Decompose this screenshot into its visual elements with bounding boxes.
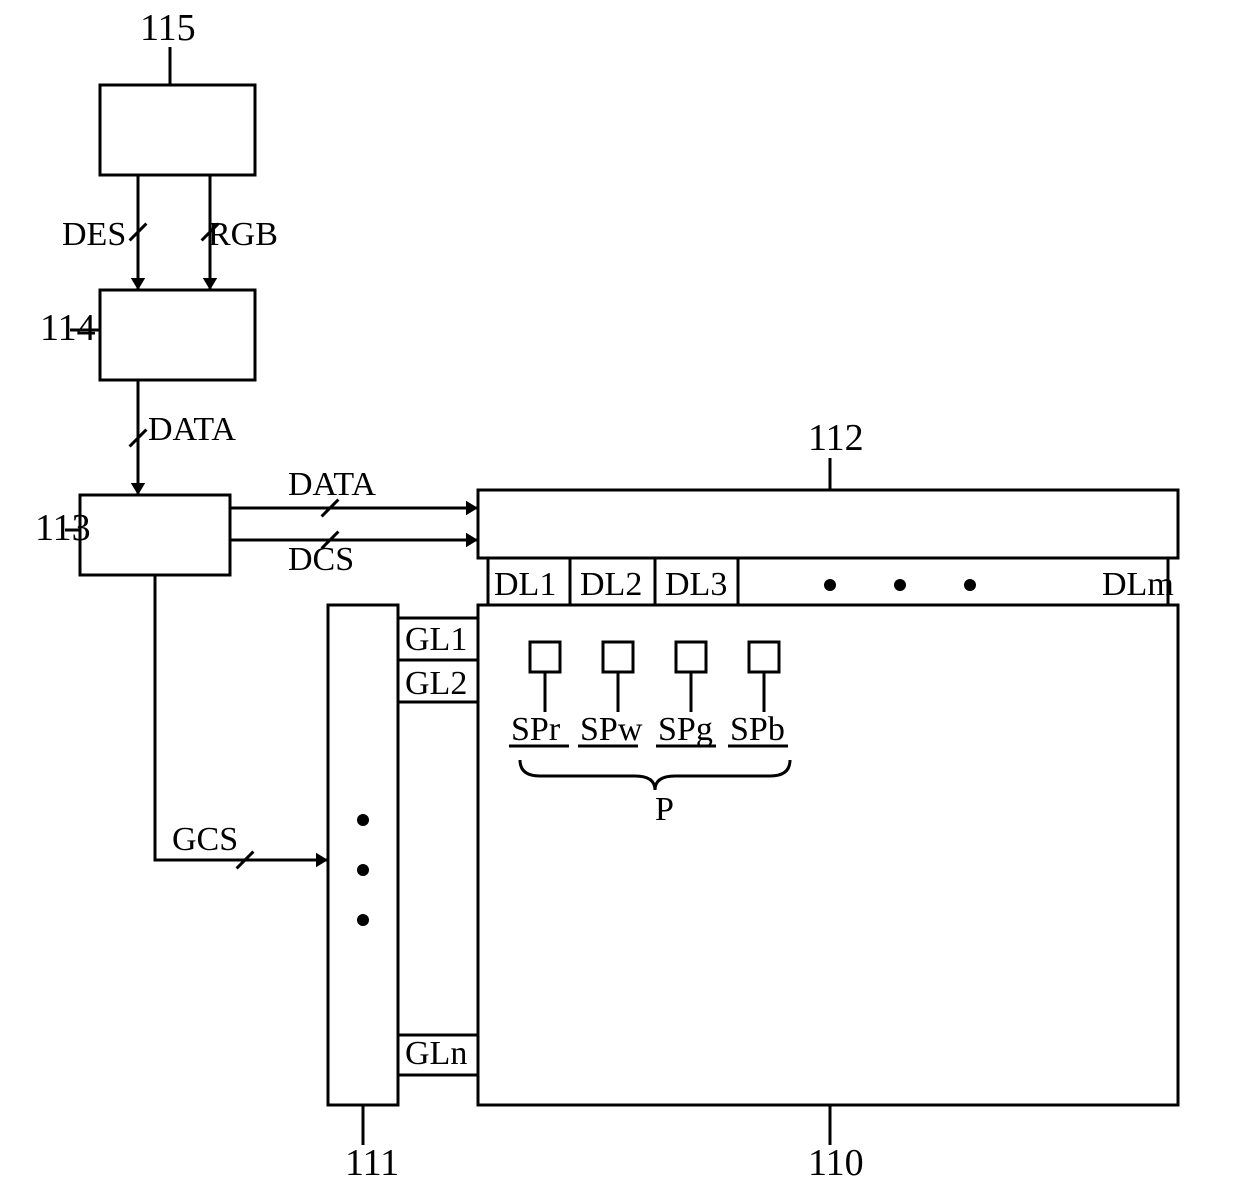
- sig-gcs: GCS: [172, 821, 238, 858]
- arrow-gcs: [316, 853, 328, 867]
- ref-r110: 110: [808, 1142, 864, 1184]
- arrow-dcs: [466, 533, 478, 547]
- ref-r115: 115: [140, 7, 196, 49]
- dl-dot-1: [894, 579, 906, 591]
- subpixel-box-SPb: [749, 642, 779, 672]
- subpixel-box-SPw: [603, 642, 633, 672]
- ref-r111: 111: [345, 1142, 399, 1184]
- sig-des: DES: [62, 216, 126, 253]
- bus-dl3: DL3: [665, 566, 727, 603]
- sig-rgb: RGB: [208, 216, 278, 253]
- subpixel-label-SPr: SPr: [511, 711, 561, 748]
- ref-r112: 112: [808, 417, 864, 459]
- block-112: [478, 490, 1178, 558]
- pixel-group-label: P: [655, 791, 674, 828]
- ref-r113: 113: [35, 507, 91, 549]
- wire-gcs: [155, 575, 328, 860]
- gl-dot-2: [357, 914, 369, 926]
- block-110: [478, 605, 1178, 1105]
- sig-dcs: DCS: [288, 541, 354, 578]
- subpixel-label-SPg: SPg: [658, 711, 713, 748]
- block-111: [328, 605, 398, 1105]
- gl-dot-0: [357, 814, 369, 826]
- subpixel-box-SPr: [530, 642, 560, 672]
- bus-gl2: GL2: [405, 665, 467, 702]
- sig-data1: DATA: [148, 411, 236, 448]
- dl-dot-0: [824, 579, 836, 591]
- bus-dlm: DLm: [1102, 566, 1174, 603]
- block-114: [100, 290, 255, 380]
- bus-gl1: GL1: [405, 621, 467, 658]
- arrow-data2: [466, 501, 478, 515]
- bus-dl2: DL2: [580, 566, 642, 603]
- subpixel-label-SPw: SPw: [580, 711, 643, 748]
- arrow-des: [131, 278, 145, 290]
- block-115: [100, 85, 255, 175]
- ref-r114: 114: [40, 307, 96, 349]
- dl-dot-2: [964, 579, 976, 591]
- arrow-rgb: [203, 278, 217, 290]
- arrow-data1: [131, 483, 145, 495]
- subpixel-label-SPb: SPb: [730, 711, 785, 748]
- sig-data2: DATA: [288, 466, 376, 503]
- bus-gln: GLn: [405, 1035, 467, 1072]
- bus-dl1: DL1: [494, 566, 556, 603]
- block-113: [80, 495, 230, 575]
- subpixel-box-SPg: [676, 642, 706, 672]
- gl-dot-1: [357, 864, 369, 876]
